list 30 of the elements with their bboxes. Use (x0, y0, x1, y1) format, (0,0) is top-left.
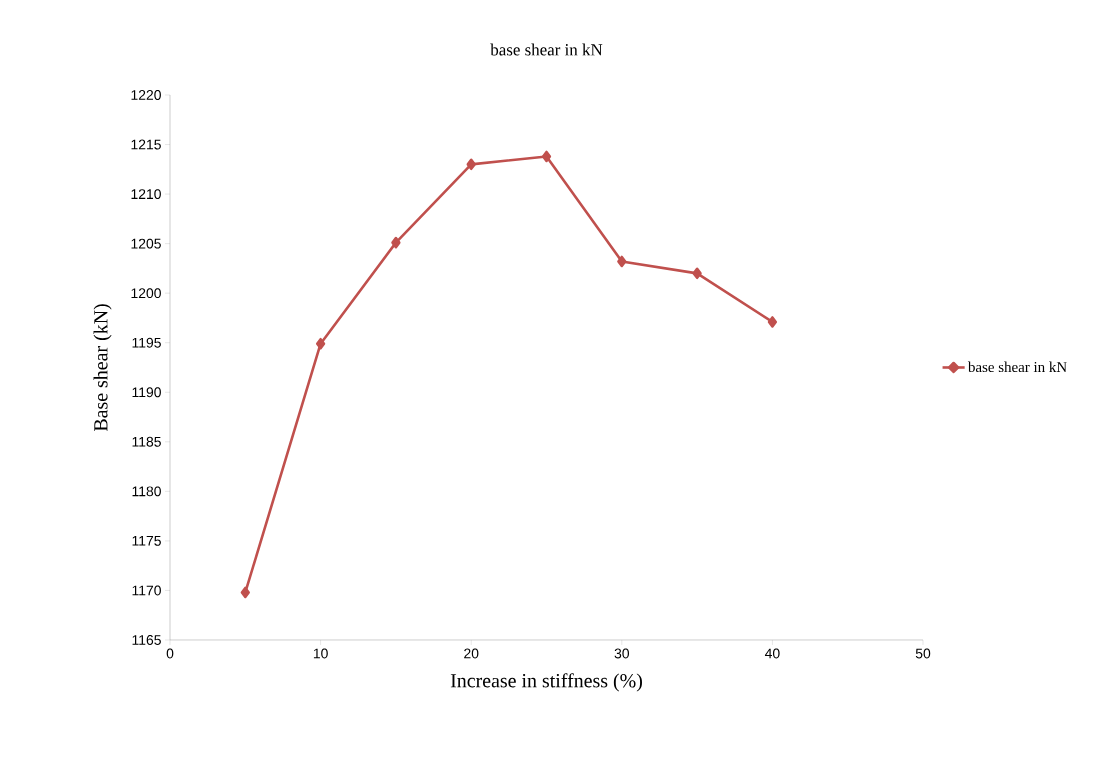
y-tick-label: 1195 (132, 337, 161, 348)
chart-title: base shear in kN (490, 43, 603, 56)
y-tick-label: 1220 (131, 90, 161, 100)
y-tick-label: 1205 (131, 238, 161, 249)
point (391, 236, 401, 249)
point (767, 316, 778, 328)
y-tick-label: 1175 (132, 536, 161, 546)
point (617, 255, 627, 268)
y-tick-label: 1210 (131, 189, 161, 200)
point (315, 337, 326, 350)
x-tick-label: 50 (915, 648, 931, 659)
x-tick-label: 40 (764, 648, 780, 659)
point (466, 158, 476, 171)
y-tick-label: 1190 (132, 387, 161, 398)
y-tick-label: 1180 (132, 486, 161, 497)
point (240, 586, 250, 599)
point (692, 267, 702, 280)
legend-label: base shear in kN (967, 361, 1067, 373)
y-tick-label: 1170 (132, 585, 161, 596)
point (541, 150, 552, 163)
y-axis-title: Base shear (kN) (93, 304, 112, 432)
x-axis-title: Increase in stiffness (%) (450, 673, 642, 692)
x-tick-label: 10 (313, 648, 328, 659)
y-tick-label: 1185 (132, 436, 161, 447)
x-tick-label: 30 (614, 648, 630, 659)
x-tick-label: 20 (464, 648, 479, 659)
y-tick-label: 1200 (131, 288, 161, 299)
x-tick-label: 0 (166, 648, 174, 659)
y-tick-label: 1215 (131, 139, 161, 150)
y-tick-label: 1165 (132, 635, 161, 645)
